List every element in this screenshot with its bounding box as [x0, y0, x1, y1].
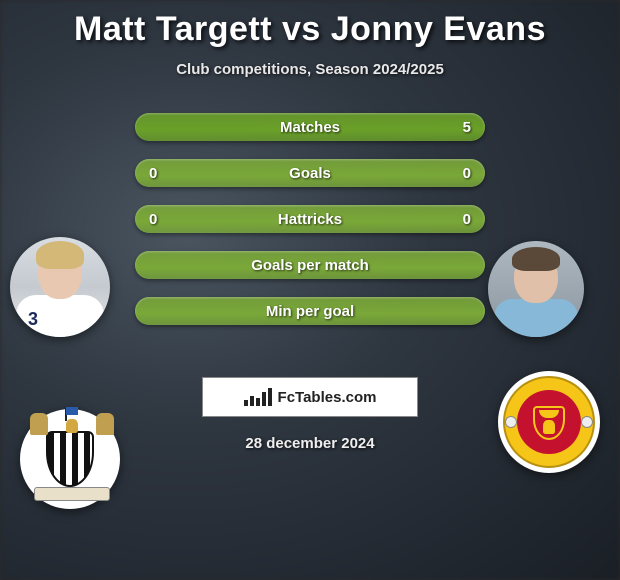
subtitle: Club competitions, Season 2024/2025	[176, 61, 444, 78]
stats-area: 3	[0, 113, 620, 325]
stat-left-value: 0	[149, 165, 157, 182]
player-right-photo	[488, 241, 584, 337]
stat-row-goals: 0 Goals 0	[135, 159, 485, 187]
stat-label: Matches	[280, 119, 340, 136]
player-left-photo: 3	[10, 237, 110, 337]
stat-right-value: 5	[463, 119, 471, 136]
club-left-badge	[20, 409, 120, 509]
stat-label: Min per goal	[266, 303, 354, 320]
stat-label: Goals	[289, 165, 331, 182]
page-title: Matt Targett vs Jonny Evans	[74, 10, 546, 49]
stat-row-hattricks: 0 Hattricks 0	[135, 205, 485, 233]
stat-row-matches: Matches 5	[135, 113, 485, 141]
stat-right-value: 0	[463, 211, 471, 228]
stat-label: Goals per match	[251, 257, 369, 274]
date-text: 28 december 2024	[245, 435, 374, 452]
newcastle-crest-icon	[27, 416, 113, 502]
branding-box: FcTables.com	[202, 377, 418, 417]
club-right-badge	[498, 371, 600, 473]
bar-chart-icon	[244, 388, 272, 406]
stat-left-value: 0	[149, 211, 157, 228]
stat-rows: Matches 5 0 Goals 0 0 Hattricks 0 Goals …	[135, 113, 485, 325]
stat-row-goals-per-match: Goals per match	[135, 251, 485, 279]
stat-row-min-per-goal: Min per goal	[135, 297, 485, 325]
branding-text: FcTables.com	[278, 389, 377, 406]
stat-right-value: 0	[463, 165, 471, 182]
comparison-card: Matt Targett vs Jonny Evans Club competi…	[0, 0, 620, 580]
stat-label: Hattricks	[278, 211, 342, 228]
manutd-crest-icon	[503, 376, 595, 468]
player-left-number: 3	[28, 309, 38, 330]
